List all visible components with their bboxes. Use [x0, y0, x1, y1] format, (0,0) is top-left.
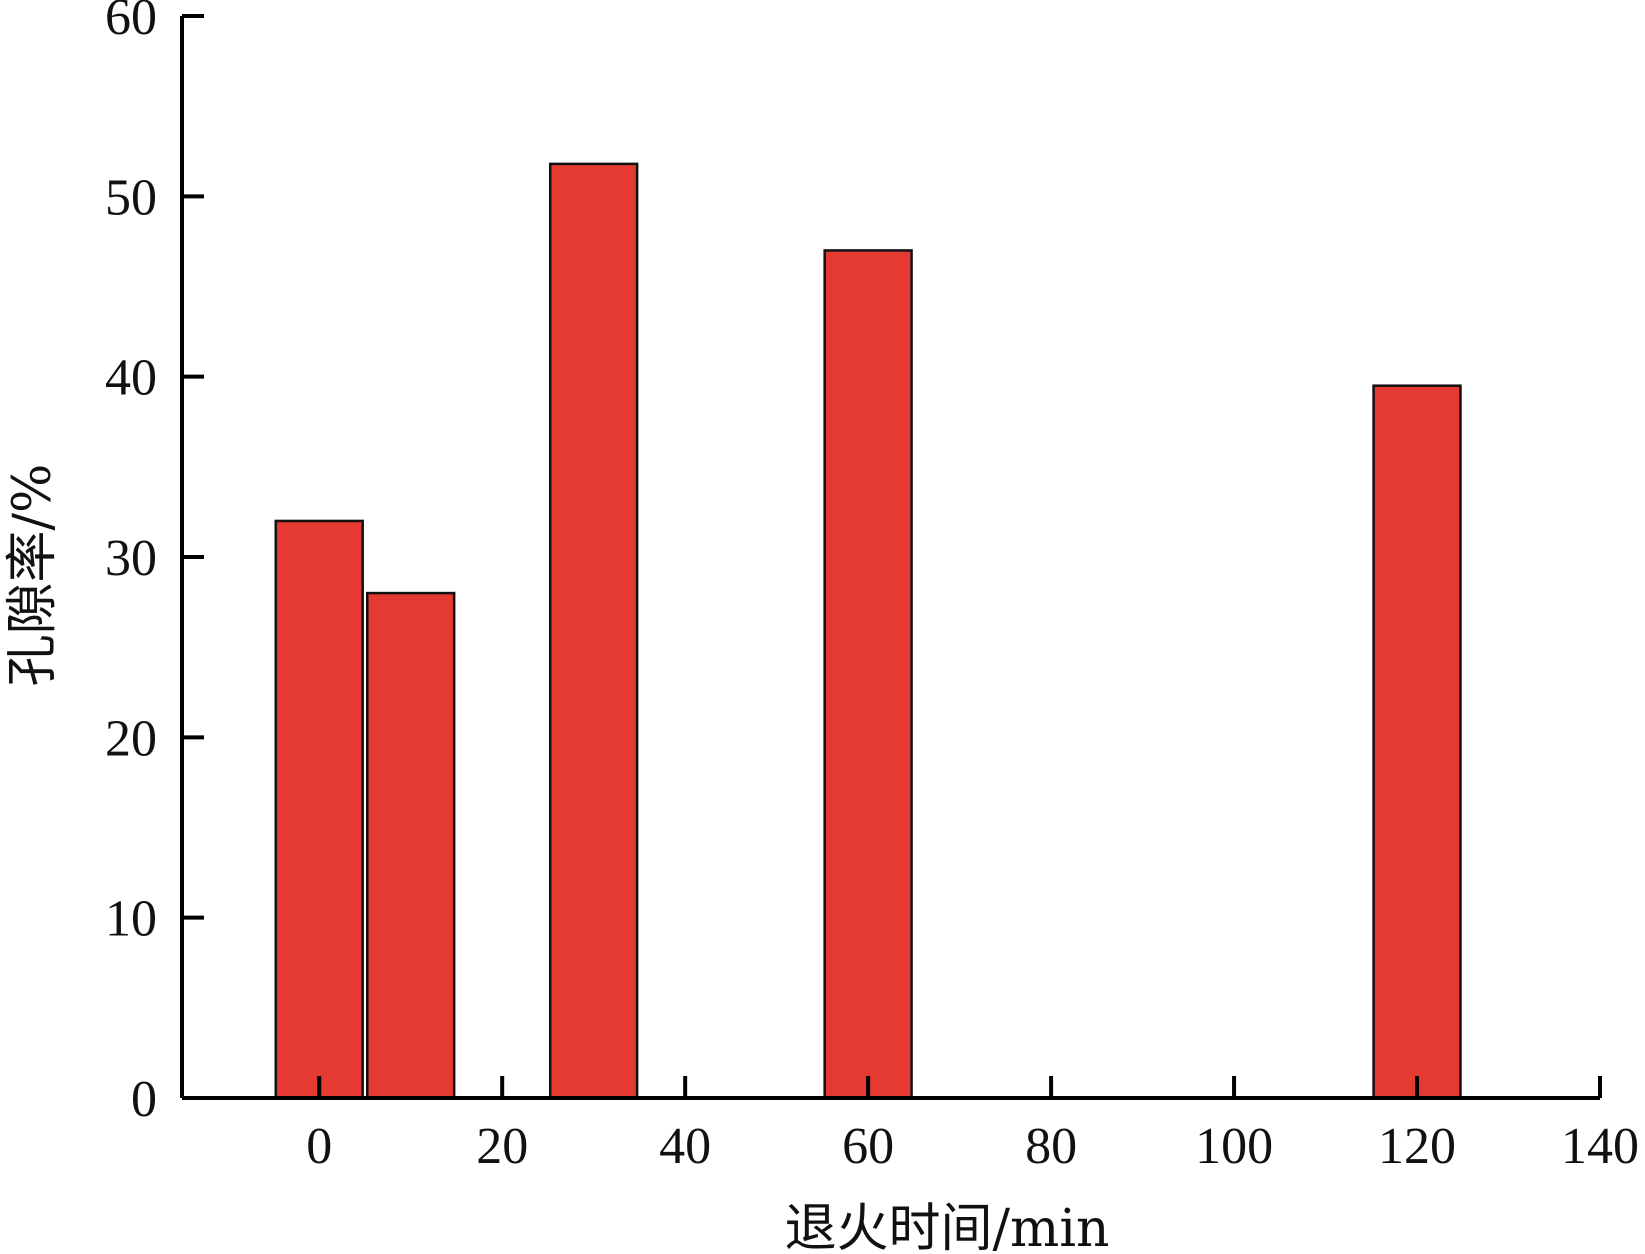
x-axis-title: 退火时间/min — [785, 1199, 1110, 1254]
y-tick-label-4: 40 — [105, 350, 157, 407]
y-tick-labels: 0 10 20 30 40 50 60 — [105, 0, 157, 1128]
x-tick-label-5: 100 — [1195, 1118, 1273, 1175]
bar-1 — [366, 591, 456, 1100]
y-axis-title: 孔隙率/% — [3, 464, 63, 687]
x-tick-label-1: 20 — [476, 1118, 528, 1175]
x-tick-labels: 0 20 40 60 80 100 120 140 — [306, 1118, 1639, 1175]
y-tick-label-0: 0 — [131, 1071, 157, 1128]
y-tick-label-5: 50 — [105, 169, 157, 226]
axes-layer — [180, 14, 1602, 1100]
y-tick-label-1: 10 — [105, 891, 157, 948]
x-tick-label-4: 80 — [1025, 1118, 1077, 1175]
bar-4 — [1372, 384, 1462, 1100]
x-tick-label-2: 40 — [659, 1118, 711, 1175]
bar-0 — [274, 519, 364, 1100]
x-tick-label-0: 0 — [306, 1118, 332, 1175]
x-tick-label-7: 140 — [1561, 1118, 1639, 1175]
bar-2 — [548, 162, 639, 1100]
y-tick-label-3: 30 — [105, 530, 157, 587]
plot-area: 0 10 20 30 40 50 60 0 20 40 60 80 100 120 140 — [105, 0, 1639, 1175]
bar-3 — [823, 249, 913, 1100]
bars-layer — [274, 162, 1462, 1100]
x-tick-label-3: 60 — [842, 1118, 894, 1175]
y-tick-label-6: 60 — [105, 0, 157, 46]
y-tick-label-2: 20 — [105, 710, 157, 767]
x-tick-label-6: 120 — [1378, 1118, 1456, 1175]
